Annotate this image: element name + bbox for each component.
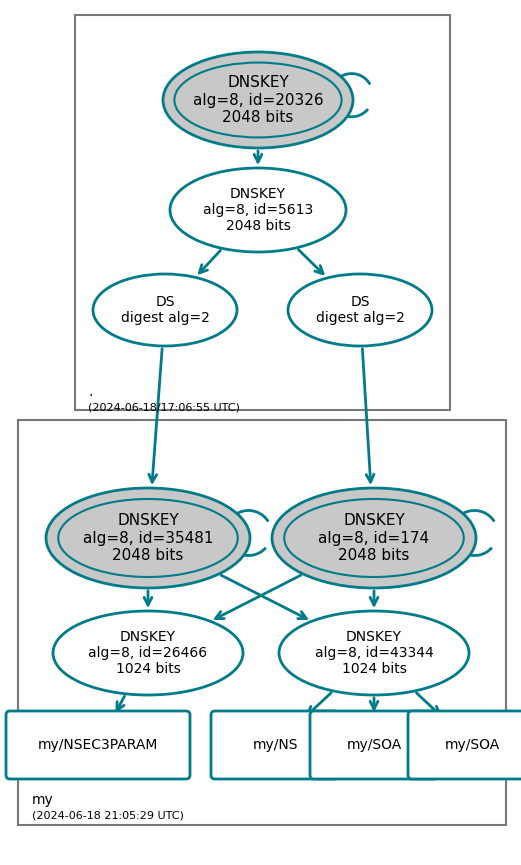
Text: my: my	[32, 793, 54, 807]
Ellipse shape	[53, 611, 243, 695]
Text: my/NSEC3PARAM: my/NSEC3PARAM	[38, 738, 158, 752]
Ellipse shape	[93, 274, 237, 346]
Ellipse shape	[284, 499, 464, 577]
Ellipse shape	[279, 611, 469, 695]
Text: DNSKEY
alg=8, id=20326
2048 bits: DNSKEY alg=8, id=20326 2048 bits	[193, 75, 324, 125]
Text: DS
digest alg=2: DS digest alg=2	[316, 295, 404, 325]
FancyBboxPatch shape	[211, 711, 339, 779]
Ellipse shape	[272, 488, 476, 588]
Text: DNSKEY
alg=8, id=35481
2048 bits: DNSKEY alg=8, id=35481 2048 bits	[83, 513, 213, 563]
Text: DNSKEY
alg=8, id=43344
1024 bits: DNSKEY alg=8, id=43344 1024 bits	[315, 630, 433, 676]
FancyBboxPatch shape	[310, 711, 438, 779]
Ellipse shape	[175, 62, 342, 138]
Ellipse shape	[58, 499, 238, 577]
Text: my/NS: my/NS	[252, 738, 297, 752]
Ellipse shape	[288, 274, 432, 346]
Text: DNSKEY
alg=8, id=26466
1024 bits: DNSKEY alg=8, id=26466 1024 bits	[89, 630, 207, 676]
Text: my/SOA: my/SOA	[346, 738, 402, 752]
Ellipse shape	[163, 52, 353, 148]
Text: DNSKEY
alg=8, id=174
2048 bits: DNSKEY alg=8, id=174 2048 bits	[318, 513, 429, 563]
Text: .: .	[88, 385, 92, 399]
Text: my/SOA: my/SOA	[444, 738, 500, 752]
Ellipse shape	[46, 488, 250, 588]
Text: DS
digest alg=2: DS digest alg=2	[120, 295, 209, 325]
FancyBboxPatch shape	[408, 711, 521, 779]
Ellipse shape	[170, 168, 346, 252]
Text: DNSKEY
alg=8, id=5613
2048 bits: DNSKEY alg=8, id=5613 2048 bits	[203, 187, 313, 234]
Text: (2024-06-18 21:05:29 UTC): (2024-06-18 21:05:29 UTC)	[32, 810, 184, 820]
FancyBboxPatch shape	[6, 711, 190, 779]
Text: (2024-06-18/17:06:55 UTC): (2024-06-18/17:06:55 UTC)	[88, 402, 240, 412]
